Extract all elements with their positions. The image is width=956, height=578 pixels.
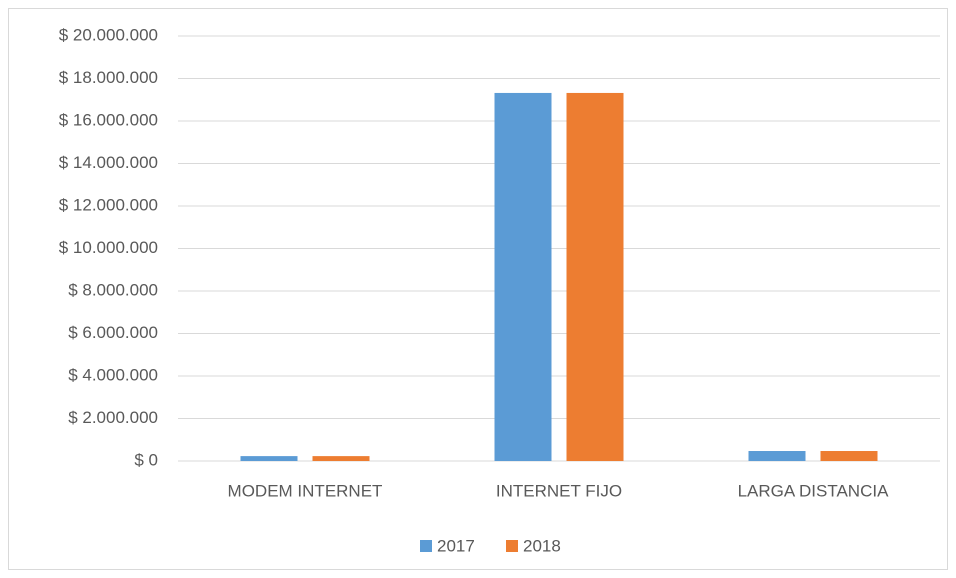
y-tick-label: $ 10.000.000	[59, 238, 158, 257]
y-tick-label: $ 6.000.000	[68, 323, 158, 342]
y-tick-label: $ 0	[134, 450, 158, 469]
y-tick-label: $ 4.000.000	[68, 365, 158, 384]
legend-swatch	[506, 540, 518, 552]
x-tick-label: INTERNET FIJO	[496, 481, 622, 500]
y-tick-label: $ 8.000.000	[68, 280, 158, 299]
x-tick-label: LARGA DISTANCIA	[738, 481, 889, 500]
legend-label: 2018	[523, 536, 561, 555]
y-tick-label: $ 2.000.000	[68, 408, 158, 427]
bar	[312, 456, 370, 461]
y-tick-label: $ 12.000.000	[59, 195, 158, 214]
legend-swatch	[420, 540, 432, 552]
chart-border	[8, 8, 948, 570]
bar	[240, 456, 298, 461]
bar	[820, 451, 878, 461]
legend-label: 2017	[437, 536, 475, 555]
y-tick-label: $ 18.000.000	[59, 68, 158, 87]
y-tick-label: $ 16.000.000	[59, 110, 158, 129]
x-tick-label: MODEM INTERNET	[228, 481, 383, 500]
y-tick-label: $ 14.000.000	[59, 153, 158, 172]
y-tick-label: $ 20.000.000	[59, 25, 158, 44]
bar	[566, 92, 624, 461]
bar	[748, 451, 806, 461]
bar	[494, 92, 552, 461]
